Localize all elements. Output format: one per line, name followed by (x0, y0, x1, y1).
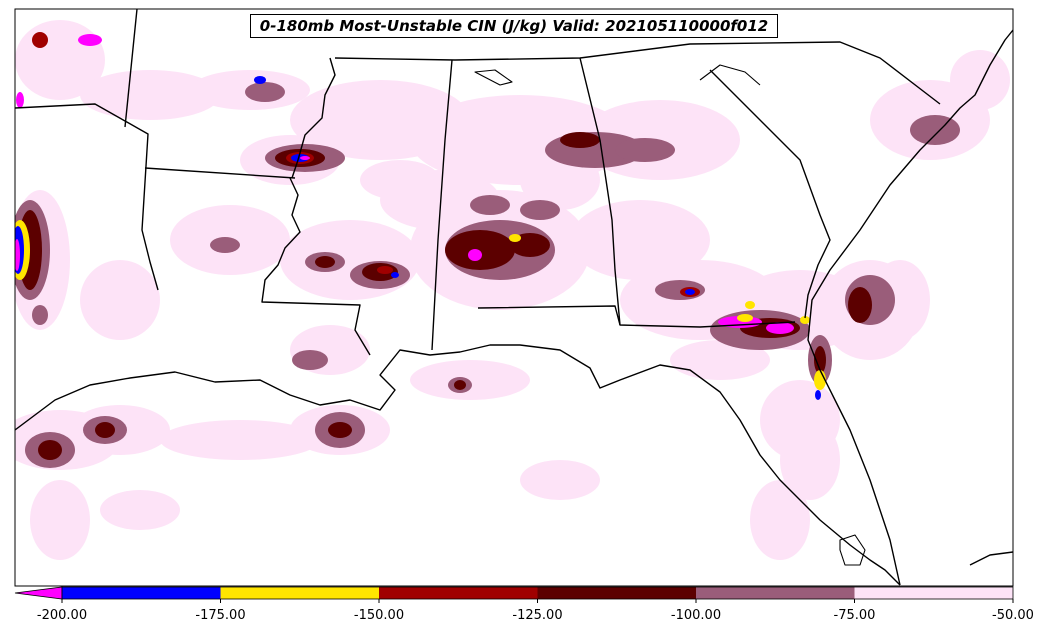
cin-darkred-patch (328, 422, 352, 438)
cin-light-patch (410, 360, 530, 400)
cin-core-patch (468, 249, 482, 261)
cin-core-patch (32, 32, 48, 48)
colorbar-tick-label: -50.00 (992, 608, 1034, 623)
georgia-south-carolina-border (709, 69, 831, 319)
cin-core-patch (15, 239, 20, 271)
cin-core-patch (800, 316, 810, 324)
colorbar-bin (220, 587, 379, 599)
cin-core-patch (815, 390, 821, 400)
cin-mauve-patch (292, 350, 328, 370)
cin-darkred-patch (315, 256, 335, 268)
arkansas-tennessee-border (291, 57, 336, 179)
arkansas-louisiana-border (144, 167, 296, 179)
cin-mauve-patch (210, 237, 240, 253)
cin-mauve-patch (615, 138, 675, 162)
cin-core-patch (685, 289, 695, 295)
texas-border (15, 103, 159, 291)
cin-light-patch (30, 480, 90, 560)
cin-darkred-patch (38, 440, 62, 460)
ridge-line (699, 64, 761, 86)
colorbar-bin (854, 587, 1013, 599)
cin-core-patch (766, 322, 794, 334)
cin-core-patch (78, 34, 102, 46)
colorbar-tick-label: -125.00 (512, 608, 563, 623)
cin-mauve-patch (32, 305, 48, 325)
alabama-georgia-border (579, 57, 621, 326)
cin-core-patch (737, 314, 753, 322)
cin-mauve-patch (520, 200, 560, 220)
colorbar-tick-label: -75.00 (833, 608, 876, 623)
map-title: 0-180mb Most-Unstable CIN (J/kg) Valid: … (250, 14, 778, 38)
cin-core-patch (391, 272, 399, 278)
cin-mauve-patch (910, 115, 960, 145)
cin-light-patch (280, 220, 420, 300)
lake-okeechobee (839, 534, 866, 566)
cin-light-patch (750, 480, 810, 560)
cin-light-patch (160, 420, 320, 460)
colorbar-tick-label: -100.00 (670, 608, 722, 623)
state-borders (15, 9, 1013, 586)
cin-darkred-patch (560, 132, 600, 148)
cin-light-patch (670, 340, 770, 380)
colorbar-tick-label: -175.00 (195, 608, 246, 623)
cin-light-patch (570, 200, 710, 280)
cin-light-patch (950, 50, 1010, 110)
cin-core-patch (16, 92, 24, 108)
lake-north (474, 69, 513, 86)
louisiana-mississippi-border (261, 177, 371, 356)
cin-light-patch (360, 160, 440, 200)
cin-darkred-patch (454, 380, 466, 390)
map-frame (14, 8, 1014, 587)
cin-core-patch (377, 266, 393, 274)
cin-contours (15, 20, 1010, 560)
colorbar-bin (62, 587, 221, 599)
cin-core-patch (300, 156, 310, 160)
bahamas-coast (969, 551, 1013, 566)
colorbar-tick-label: -200.00 (36, 608, 88, 623)
colorbar (14, 586, 1014, 603)
cin-darkred-patch (95, 422, 115, 438)
cin-light-patch (80, 260, 160, 340)
gulf-coastline (15, 344, 901, 586)
colorbar-under-arrow (14, 586, 63, 600)
cin-light-patch (520, 460, 600, 500)
cin-darkred-patch (814, 346, 826, 374)
cin-light-patch (100, 490, 180, 530)
cin-core-patch (745, 301, 755, 309)
colorbar-bin (537, 587, 696, 599)
cin-mauve-patch (245, 82, 285, 102)
colorbar-bin (379, 587, 538, 599)
cin-core-patch (254, 76, 266, 84)
cin-core-patch (509, 234, 521, 242)
cin-core-patch (814, 370, 826, 390)
cin-light-patch (80, 70, 220, 120)
colorbar-bin (696, 587, 855, 599)
cin-darkred-patch (848, 287, 872, 323)
oklahoma-arkansas-border (124, 9, 138, 128)
cin-mauve-patch (470, 195, 510, 215)
cin-darkred-patch (445, 230, 515, 270)
colorbar-tick-label: -150.00 (353, 608, 405, 623)
alabama-florida-border (477, 305, 796, 328)
atlantic-coastline (807, 29, 1013, 586)
tennessee-border (334, 41, 941, 105)
mississippi-alabama-border (431, 59, 453, 351)
cin-light-patch (780, 420, 840, 500)
